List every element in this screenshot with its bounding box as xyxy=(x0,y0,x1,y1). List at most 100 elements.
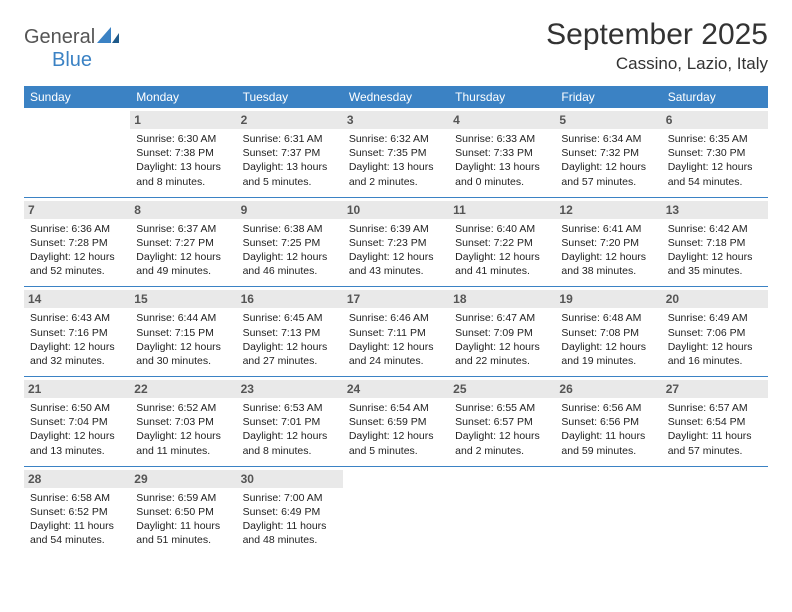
day-details: Sunrise: 6:37 AMSunset: 7:27 PMDaylight:… xyxy=(136,222,230,279)
day-details: Sunrise: 6:59 AMSunset: 6:50 PMDaylight:… xyxy=(136,491,230,548)
day-7: 7Sunrise: 6:36 AMSunset: 7:28 PMDaylight… xyxy=(24,198,130,287)
day-details: Sunrise: 6:47 AMSunset: 7:09 PMDaylight:… xyxy=(455,311,549,368)
day-details: Sunrise: 6:55 AMSunset: 6:57 PMDaylight:… xyxy=(455,401,549,458)
day-number: 27 xyxy=(662,380,768,398)
day-number: 30 xyxy=(237,470,343,488)
day-details: Sunrise: 6:42 AMSunset: 7:18 PMDaylight:… xyxy=(668,222,762,279)
week-row: 21 Sunrise: 6:50 AMSunset: 7:04 PMDayligh… xyxy=(24,377,768,467)
day-details: Sunrise: 6:54 AMSunset: 6:59 PMDaylight:… xyxy=(349,401,443,458)
day-number: 10 xyxy=(343,201,449,219)
day-15: 15 Sunrise: 6:44 AMSunset: 7:15 PMDayligh… xyxy=(130,287,236,376)
day-21: 21 Sunrise: 6:50 AMSunset: 7:04 PMDayligh… xyxy=(24,377,130,466)
day-details: Sunrise: 6:49 AMSunset: 7:06 PMDaylight:… xyxy=(668,311,762,368)
day-27: 27Sunrise: 6:57 AMSunset: 6:54 PMDayligh… xyxy=(662,377,768,466)
day-details: Sunrise: 6:58 AMSunset: 6:52 PMDaylight:… xyxy=(30,491,124,548)
dow-thursday: Thursday xyxy=(449,86,555,108)
day-details: Sunrise: 6:33 AMSunset: 7:33 PMDaylight:… xyxy=(455,132,549,189)
week-row: 7Sunrise: 6:36 AMSunset: 7:28 PMDaylight… xyxy=(24,198,768,288)
day-number: 3 xyxy=(343,111,449,129)
day-10: 10 Sunrise: 6:39 AMSunset: 7:23 PMDayligh… xyxy=(343,198,449,287)
day-details: Sunrise: 6:44 AMSunset: 7:15 PMDaylight:… xyxy=(136,311,230,368)
header: General Blue September 2025 Cassino, Laz… xyxy=(24,18,768,74)
day-2: 2 Sunrise: 6:31 AMSunset: 7:37 PMDaylight… xyxy=(237,108,343,197)
day-22: 22 Sunrise: 6:52 AMSunset: 7:03 PMDayligh… xyxy=(130,377,236,466)
day-30: 30 Sunrise: 7:00 AMSunset: 6:49 PMDayligh… xyxy=(237,467,343,556)
day-9: 9 Sunrise: 6:38 AMSunset: 7:25 PMDaylight… xyxy=(237,198,343,287)
day-empty: . xyxy=(343,467,449,556)
title-block: September 2025 Cassino, Lazio, Italy xyxy=(546,18,768,74)
day-12: 12 Sunrise: 6:41 AMSunset: 7:20 PMDayligh… xyxy=(555,198,661,287)
day-details: Sunrise: 6:40 AMSunset: 7:22 PMDaylight:… xyxy=(455,222,549,279)
week-row: .1Sunrise: 6:30 AMSunset: 7:38 PMDayligh… xyxy=(24,108,768,198)
day-number: 17 xyxy=(343,290,449,308)
day-number: 24 xyxy=(343,380,449,398)
day-18: 18 Sunrise: 6:47 AMSunset: 7:09 PMDayligh… xyxy=(449,287,555,376)
day-26: 26 Sunrise: 6:56 AMSunset: 6:56 PMDayligh… xyxy=(555,377,661,466)
day-number: 2 xyxy=(237,111,343,129)
day-empty: . xyxy=(449,467,555,556)
day-14: 14 Sunrise: 6:43 AMSunset: 7:16 PMDayligh… xyxy=(24,287,130,376)
day-details: Sunrise: 6:46 AMSunset: 7:11 PMDaylight:… xyxy=(349,311,443,368)
day-number: 5 xyxy=(555,111,661,129)
day-number: 22 xyxy=(130,380,236,398)
weeks-container: . 1Sunrise: 6:30 AMSunset: 7:38 PMDayligh… xyxy=(24,108,768,555)
dow-wednesday: Wednesday xyxy=(343,86,449,108)
day-23: 23 Sunrise: 6:53 AMSunset: 7:01 PMDayligh… xyxy=(237,377,343,466)
day-29: 29 Sunrise: 6:59 AMSunset: 6:50 PMDayligh… xyxy=(130,467,236,556)
day-19: 19Sunrise: 6:48 AMSunset: 7:08 PMDayligh… xyxy=(555,287,661,376)
day-4: 4 Sunrise: 6:33 AMSunset: 7:33 PMDaylight… xyxy=(449,108,555,197)
day-number: 23 xyxy=(237,380,343,398)
day-number: 26 xyxy=(555,380,661,398)
day-28: 28Sunrise: 6:58 AMSunset: 6:52 PMDayligh… xyxy=(24,467,130,556)
dow-tuesday: Tuesday xyxy=(237,86,343,108)
day-details: Sunrise: 6:50 AMSunset: 7:04 PMDaylight:… xyxy=(30,401,124,458)
logo-part2: Blue xyxy=(52,49,92,71)
day-number: 21 xyxy=(24,380,130,398)
dow-sunday: Sunday xyxy=(24,86,130,108)
logo-text: General Blue xyxy=(24,26,119,72)
day-number: 9 xyxy=(237,201,343,219)
day-8: 8Sunrise: 6:37 AMSunset: 7:27 PMDaylight… xyxy=(130,198,236,287)
day-1: 1Sunrise: 6:30 AMSunset: 7:38 PMDaylight… xyxy=(130,108,236,197)
location-label: Cassino, Lazio, Italy xyxy=(546,54,768,74)
day-details: Sunrise: 6:53 AMSunset: 7:01 PMDaylight:… xyxy=(243,401,337,458)
month-title: September 2025 xyxy=(546,18,768,52)
day-empty: . xyxy=(662,467,768,556)
day-number: 18 xyxy=(449,290,555,308)
day-details: Sunrise: 6:32 AMSunset: 7:35 PMDaylight:… xyxy=(349,132,443,189)
week-row: 14 Sunrise: 6:43 AMSunset: 7:16 PMDayligh… xyxy=(24,287,768,377)
dow-friday: Friday xyxy=(555,86,661,108)
day-details: Sunrise: 6:56 AMSunset: 6:56 PMDaylight:… xyxy=(561,401,655,458)
day-13: 13 Sunrise: 6:42 AMSunset: 7:18 PMDayligh… xyxy=(662,198,768,287)
day-11: 11 Sunrise: 6:40 AMSunset: 7:22 PMDayligh… xyxy=(449,198,555,287)
day-number: 12 xyxy=(555,201,661,219)
logo: General Blue xyxy=(24,18,119,72)
logo-sail-icon xyxy=(97,30,119,47)
day-number: 11 xyxy=(449,201,555,219)
day-number: 15 xyxy=(130,290,236,308)
day-number: 4 xyxy=(449,111,555,129)
calendar-grid: SundayMondayTuesdayWednesdayThursdayFrid… xyxy=(24,86,768,555)
day-empty: . xyxy=(555,467,661,556)
logo-part1: General xyxy=(24,26,95,48)
day-details: Sunrise: 6:43 AMSunset: 7:16 PMDaylight:… xyxy=(30,311,124,368)
days-of-week-row: SundayMondayTuesdayWednesdayThursdayFrid… xyxy=(24,86,768,108)
dow-monday: Monday xyxy=(130,86,236,108)
day-details: Sunrise: 6:36 AMSunset: 7:28 PMDaylight:… xyxy=(30,222,124,279)
day-details: Sunrise: 7:00 AMSunset: 6:49 PMDaylight:… xyxy=(243,491,337,548)
day-number: 14 xyxy=(24,290,130,308)
day-number: 6 xyxy=(662,111,768,129)
day-number: 13 xyxy=(662,201,768,219)
day-details: Sunrise: 6:38 AMSunset: 7:25 PMDaylight:… xyxy=(243,222,337,279)
week-row: 28Sunrise: 6:58 AMSunset: 6:52 PMDayligh… xyxy=(24,467,768,556)
day-details: Sunrise: 6:31 AMSunset: 7:37 PMDaylight:… xyxy=(243,132,337,189)
day-details: Sunrise: 6:45 AMSunset: 7:13 PMDaylight:… xyxy=(243,311,337,368)
day-number: 16 xyxy=(237,290,343,308)
day-20: 20Sunrise: 6:49 AMSunset: 7:06 PMDayligh… xyxy=(662,287,768,376)
day-details: Sunrise: 6:52 AMSunset: 7:03 PMDaylight:… xyxy=(136,401,230,458)
day-details: Sunrise: 6:41 AMSunset: 7:20 PMDaylight:… xyxy=(561,222,655,279)
day-number: 29 xyxy=(130,470,236,488)
day-details: Sunrise: 6:39 AMSunset: 7:23 PMDaylight:… xyxy=(349,222,443,279)
day-24: 24 Sunrise: 6:54 AMSunset: 6:59 PMDayligh… xyxy=(343,377,449,466)
day-details: Sunrise: 6:35 AMSunset: 7:30 PMDaylight:… xyxy=(668,132,762,189)
